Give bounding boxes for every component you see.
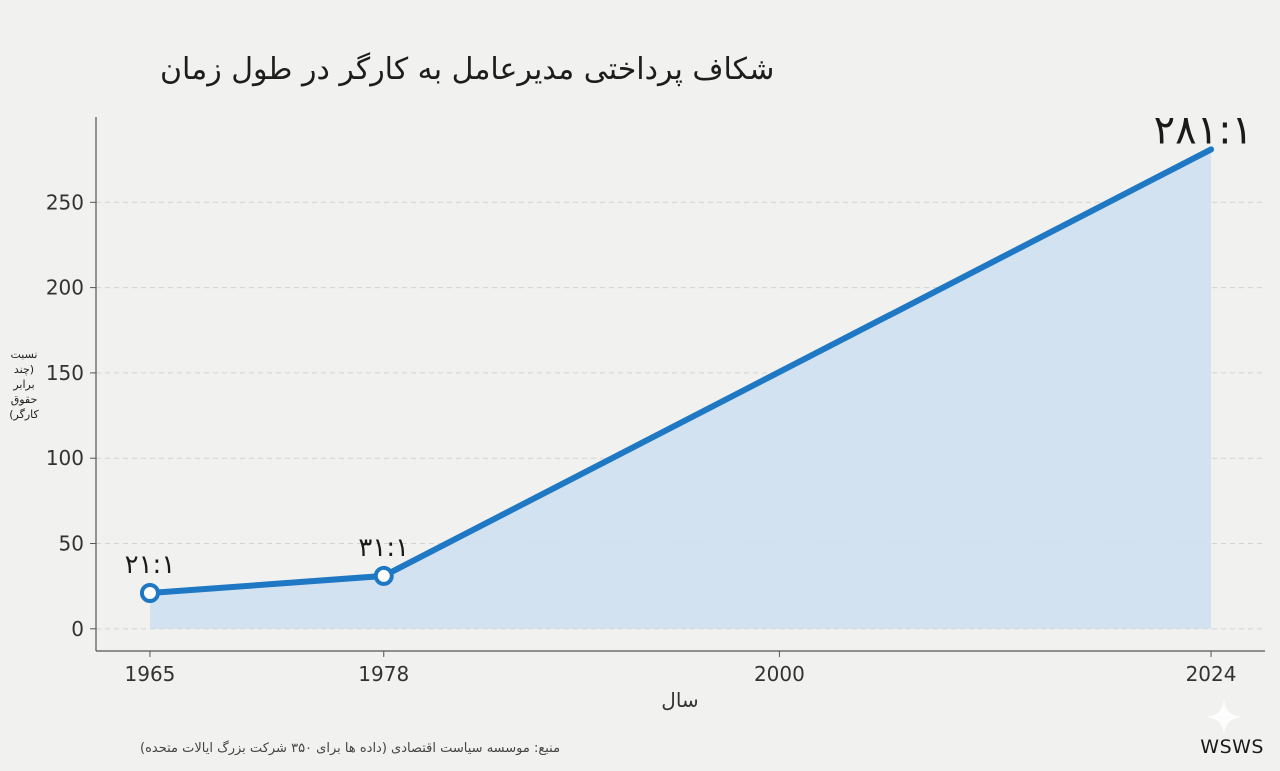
y-axis-label-line: نسبت — [10, 348, 38, 361]
x-axis-label: سال — [661, 688, 699, 712]
y-tick-label: 100 — [46, 446, 84, 470]
x-tick-label: 2024 — [1186, 662, 1237, 686]
sparkle-icon — [1206, 699, 1242, 735]
data-label: ۲۱:۱ — [125, 550, 176, 580]
data-point — [373, 565, 394, 586]
area-fill — [149, 149, 1212, 629]
y-axis-label-line: (چند — [13, 363, 35, 376]
tick-labels-layer: 0 50 100 150 200 250 1965 1978 2000 2024 — [46, 190, 1237, 686]
source-note: منبع: موسسه سیاست اقتصادی (داده ها برای … — [140, 741, 561, 756]
y-tick-label: 150 — [46, 361, 84, 385]
y-tick-label: 50 — [59, 532, 84, 556]
x-tick-label: 1965 — [125, 662, 176, 686]
x-tick-label: 1978 — [358, 662, 409, 686]
data-label: ۲۸۱:۱ — [1154, 107, 1253, 153]
data-point — [139, 582, 160, 603]
x-tick-label: 2000 — [754, 662, 805, 686]
y-tick-label: 200 — [46, 276, 84, 300]
y-axis-label-line: کارگر) — [9, 408, 39, 421]
markers-layer — [139, 565, 394, 603]
area-fill-layer — [149, 149, 1212, 629]
axes — [90, 117, 1265, 657]
y-axis-label-line: حقوق — [10, 393, 38, 406]
y-axis-label-line: برابر — [13, 378, 35, 391]
y-tick-label: 250 — [46, 190, 84, 214]
chart-title: شکاف پرداختی مدیرعامل به کارگر در طول زم… — [160, 52, 775, 87]
data-labels-layer: ۲۱:۱ ۳۱:۱ ۲۸۱:۱ — [125, 107, 1253, 580]
data-label: ۳۱:۱ — [358, 533, 409, 563]
y-tick-label: 0 — [71, 617, 84, 641]
watermark: WSWS — [1200, 736, 1264, 758]
y-axis-label: نسبت (چند برابر حقوق کارگر) — [2, 347, 46, 422]
